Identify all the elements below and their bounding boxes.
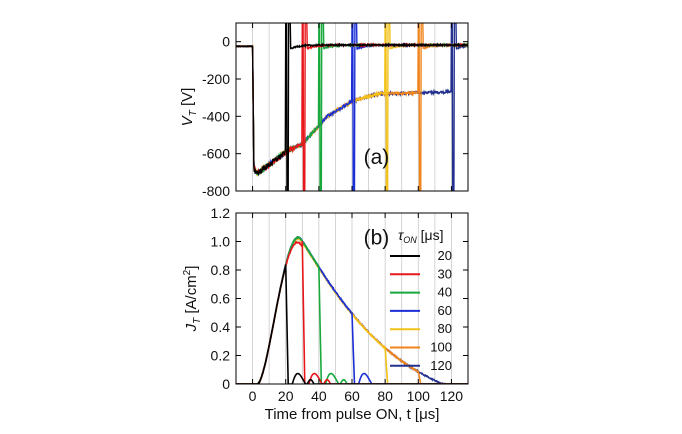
panel-a-ticks: 0 -200 -400 -600 -800	[202, 23, 468, 199]
x-tick-label: 20	[278, 388, 294, 404]
legend-label-30: 30	[438, 266, 452, 281]
panel-b-x-axis-label: Time from pulse ON, t [μs]	[265, 406, 440, 423]
current-series-20	[236, 264, 468, 384]
x-tick-label: 100	[407, 388, 431, 404]
legend-label-40: 40	[438, 285, 452, 300]
panel-b-series	[236, 236, 468, 384]
legend-title: τON [μs]	[398, 227, 444, 245]
legend-title-sub: ON	[403, 235, 417, 245]
legend-label-80: 80	[438, 321, 452, 336]
legend-title-main: τ	[398, 227, 404, 243]
legend-title-unit: [μs]	[417, 227, 444, 243]
y-tick-label: 0	[222, 376, 230, 392]
legend-items: 20 30 40 60 80 100 120	[390, 248, 452, 373]
panel-a-voltage: 0 -200 -400 -600 -800 (a) VT [V]	[179, 22, 469, 199]
legend-label-20: 20	[438, 248, 452, 263]
y-tick-label: 1.0	[211, 234, 231, 250]
y-tick-label: 0	[222, 34, 230, 50]
legend-label-120: 120	[430, 358, 452, 373]
panel-b-gridlines	[252, 213, 452, 384]
x-tick-label: 40	[311, 388, 327, 404]
voltage-series-20	[236, 23, 468, 191]
x-tick-label: 80	[377, 388, 393, 404]
y-tick-label: -600	[202, 146, 230, 162]
panel-b-y-axis-label: JT [A/cm2]	[182, 266, 203, 333]
y-tick-label: 0.8	[211, 262, 231, 278]
panel-b-ylabel-close: ]	[183, 266, 200, 270]
panel-a-y-axis-label: VT [V]	[179, 88, 199, 127]
x-tick-label: 60	[344, 388, 360, 404]
panel-b-ticks: 0 20 40 60 80 100 120 0 0.2 0.4 0.6 0.8 1.0 1.2	[211, 205, 468, 404]
panel-a-series	[236, 23, 468, 191]
y-tick-label: 0.4	[211, 319, 231, 335]
panel-b-ylabel-sub: T	[192, 317, 203, 324]
panel-b-label: (b)	[364, 226, 390, 249]
panel-a-ylabel-main: V	[179, 114, 196, 126]
y-tick-label: -400	[202, 108, 230, 124]
x-tick-label: 0	[249, 388, 257, 404]
panel-a-label: (a)	[364, 146, 390, 169]
panel-b-ylabel-sup: 2	[182, 269, 193, 275]
y-tick-label: -800	[202, 183, 230, 199]
x-tick-label: 120	[440, 388, 464, 404]
legend-label-60: 60	[438, 303, 452, 318]
panel-b-ylabel-main: J	[183, 323, 200, 332]
y-tick-label: 0.6	[211, 291, 231, 307]
y-tick-label: 0.2	[211, 348, 231, 364]
panel-b-current: 0 20 40 60 80 100 120 0 0.2 0.4 0.6 0.8 1.0 1.2 (b) J…	[182, 205, 469, 423]
panel-a-ylabel-unit: [V]	[179, 88, 196, 111]
legend-label-100: 100	[430, 340, 452, 355]
legend: τON [μs] 20 30 40 60 80 100 120	[390, 227, 452, 373]
y-tick-label: 1.2	[211, 205, 231, 221]
panel-a-ylabel-sub: T	[188, 109, 199, 116]
panel-b-ylabel-unit: [A/cm	[183, 275, 200, 318]
y-tick-label: -200	[202, 71, 230, 87]
